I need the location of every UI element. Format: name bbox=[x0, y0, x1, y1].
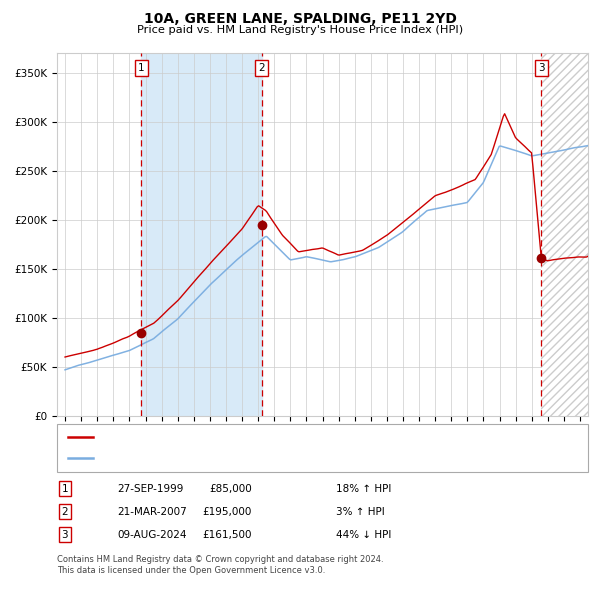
Text: £195,000: £195,000 bbox=[203, 507, 252, 516]
Text: 27-SEP-1999: 27-SEP-1999 bbox=[117, 484, 184, 493]
Text: 3% ↑ HPI: 3% ↑ HPI bbox=[336, 507, 385, 516]
Text: Contains HM Land Registry data © Crown copyright and database right 2024.: Contains HM Land Registry data © Crown c… bbox=[57, 555, 383, 564]
Text: This data is licensed under the Open Government Licence v3.0.: This data is licensed under the Open Gov… bbox=[57, 566, 325, 575]
Text: £161,500: £161,500 bbox=[203, 530, 252, 539]
Text: £85,000: £85,000 bbox=[209, 484, 252, 493]
Text: Price paid vs. HM Land Registry's House Price Index (HPI): Price paid vs. HM Land Registry's House … bbox=[137, 25, 463, 35]
Text: 3: 3 bbox=[538, 63, 545, 73]
Text: 10A, GREEN LANE, SPALDING, PE11 2YD: 10A, GREEN LANE, SPALDING, PE11 2YD bbox=[143, 12, 457, 26]
Bar bbox=[541, 53, 588, 416]
Bar bbox=[541, 53, 588, 416]
Text: 21-MAR-2007: 21-MAR-2007 bbox=[117, 507, 187, 516]
Text: 1: 1 bbox=[61, 484, 68, 493]
Text: 44% ↓ HPI: 44% ↓ HPI bbox=[336, 530, 391, 539]
Text: 09-AUG-2024: 09-AUG-2024 bbox=[117, 530, 187, 539]
Text: 18% ↑ HPI: 18% ↑ HPI bbox=[336, 484, 391, 493]
Text: HPI: Average price, detached house, South Holland: HPI: Average price, detached house, Sout… bbox=[98, 454, 352, 464]
Text: 2: 2 bbox=[259, 63, 265, 73]
Text: 2: 2 bbox=[61, 507, 68, 516]
Text: 10A, GREEN LANE, SPALDING, PE11 2YD (detached house): 10A, GREEN LANE, SPALDING, PE11 2YD (det… bbox=[98, 432, 389, 442]
Bar bbox=[142, 53, 262, 416]
Text: 3: 3 bbox=[61, 530, 68, 539]
Text: 1: 1 bbox=[138, 63, 145, 73]
